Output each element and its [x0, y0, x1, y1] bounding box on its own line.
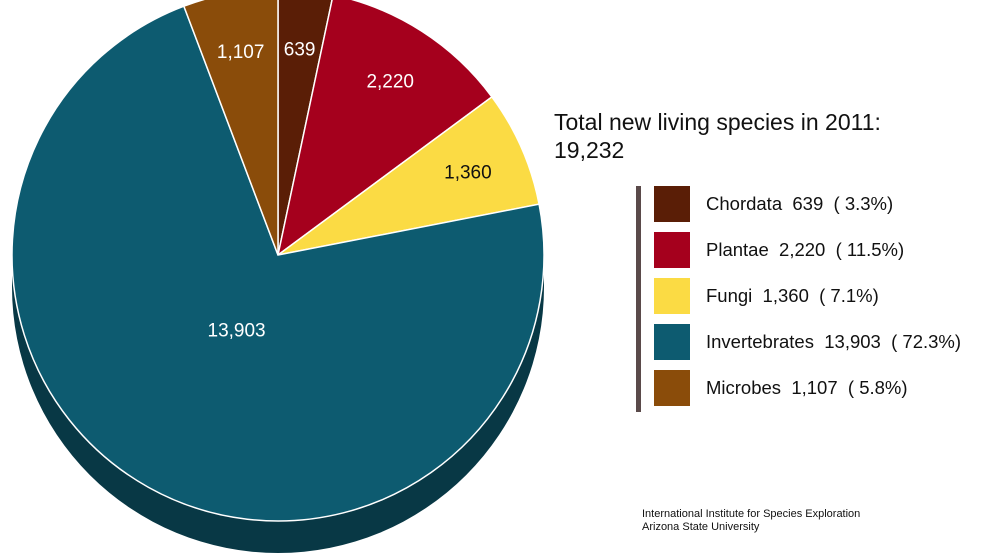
source-credit: International Institute for Species Expl… — [642, 508, 860, 534]
legend-item-fungi: Fungi 1,360 ( 7.1%) — [654, 278, 961, 314]
legend-item-chordata: Chordata 639 ( 3.3%) — [654, 186, 961, 222]
legend-label-microbes: Microbes 1,107 ( 5.8%) — [706, 377, 908, 398]
legend-swatch-microbes — [654, 370, 690, 406]
chart-title: Total new living species in 2011: 19,232 — [554, 108, 881, 164]
legend: Chordata 639 ( 3.3%) Plantae 2,220 ( 11.… — [636, 186, 961, 412]
pie-label-plantae: 2,220 — [366, 71, 414, 92]
pie-slice-invertebrates — [11, 5, 545, 522]
legend-swatch-fungi — [654, 278, 690, 314]
source-line-2: Arizona State University — [642, 521, 760, 533]
pie-label-microbes: 1,107 — [217, 42, 265, 63]
pie-slice-fungi — [277, 95, 540, 256]
pie-slice-microbes — [182, 0, 279, 256]
pie-slice-plantae — [276, 0, 493, 257]
legend-swatch-invertebrates — [654, 324, 690, 360]
pie-label-fungi: 1,360 — [444, 162, 492, 183]
chart-total-value: 19,232 — [554, 137, 625, 163]
pie-labels: 639 2,220 1,360 13,903 1,107 — [208, 40, 492, 342]
legend-item-plantae: Plantae 2,220 ( 11.5%) — [654, 232, 961, 268]
pie-slices — [11, 0, 545, 522]
chart-title-text: Total new living species in 2011: — [554, 109, 881, 135]
legend-swatch-plantae — [654, 232, 690, 268]
source-line-1: International Institute for Species Expl… — [642, 508, 861, 520]
legend-label-chordata: Chordata 639 ( 3.3%) — [706, 193, 894, 214]
pie-label-chordata: 639 — [284, 40, 316, 61]
legend-swatch-chordata — [654, 186, 690, 222]
legend-label-plantae: Plantae 2,220 ( 11.5%) — [706, 239, 905, 260]
legend-label-invertebrates: Invertebrates 13,903 ( 72.3%) — [706, 331, 962, 352]
pie-label-invertebrates: 13,903 — [208, 320, 266, 341]
legend-item-microbes: Microbes 1,107 ( 5.8%) — [654, 370, 961, 406]
legend-item-invertebrates: Invertebrates 13,903 ( 72.3%) — [654, 324, 961, 360]
legend-label-fungi: Fungi 1,360 ( 7.1%) — [706, 285, 879, 306]
